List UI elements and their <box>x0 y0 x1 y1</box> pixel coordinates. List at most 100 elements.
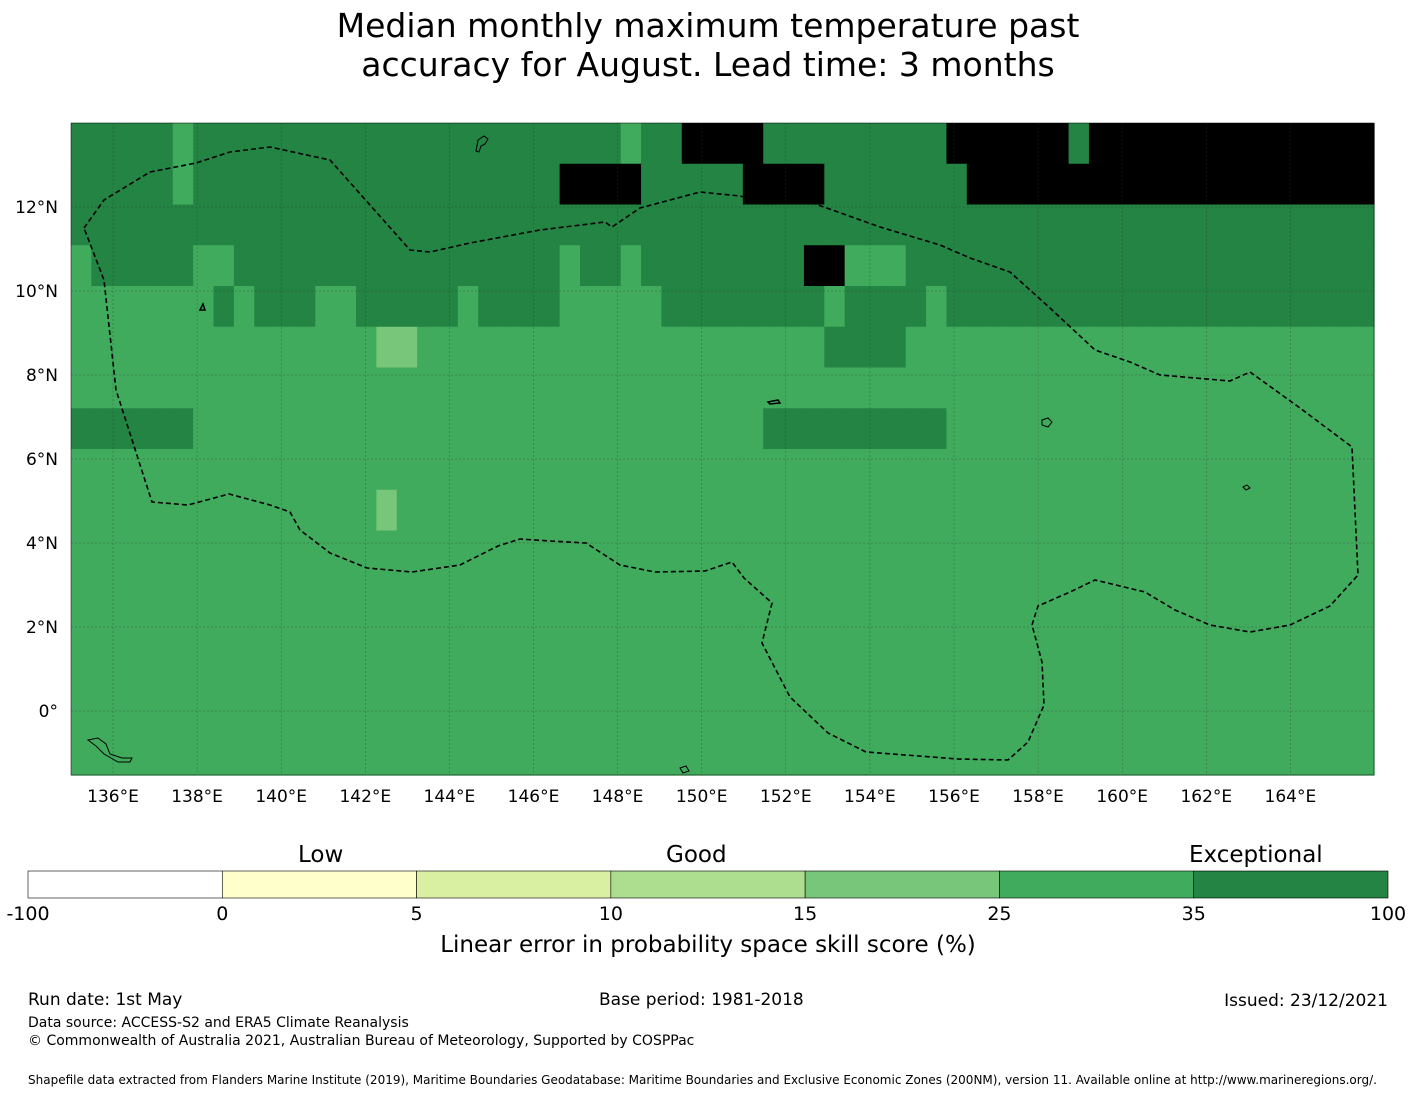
grid-cell <box>661 449 683 491</box>
latitude-labels: 12°N 10°N 8°N 6°N 4°N 2°N 0° <box>15 198 58 722</box>
grid-cell <box>1211 204 1233 246</box>
grid-cell <box>946 489 968 532</box>
grid-cell <box>1129 693 1151 735</box>
grid-cell <box>1231 163 1253 206</box>
grid-cell <box>356 123 377 165</box>
grid-cell <box>539 489 561 532</box>
grid-cell <box>254 326 276 369</box>
grid-cell <box>966 571 988 613</box>
grid-cell <box>966 367 988 409</box>
grid-cell <box>966 163 988 206</box>
grid-cell <box>559 326 581 369</box>
grid-cell <box>294 612 316 654</box>
grid-cell <box>213 652 235 695</box>
grid-cell <box>1150 652 1172 695</box>
grid-cell <box>233 367 255 409</box>
grid-cell <box>1211 571 1233 613</box>
grid-cell <box>213 286 235 328</box>
grid-cell <box>865 571 886 613</box>
grid-cell <box>111 734 133 776</box>
grid-cell <box>356 367 377 409</box>
grid-cell <box>865 530 886 572</box>
lon-label: 156°E <box>928 787 980 807</box>
grid-cell <box>1068 367 1090 409</box>
copyright: © Commonwealth of Australia 2021, Austra… <box>28 1033 695 1049</box>
grid-cell <box>1251 449 1273 491</box>
shapefile-credit: Shapefile data extracted from Flanders M… <box>28 1073 1377 1087</box>
grid-cell <box>1231 571 1253 613</box>
grid-cell <box>1353 652 1375 695</box>
skill-map: 136°E 138°E 140°E 142°E 144°E 146°E 148°E 150°E… <box>15 122 1375 807</box>
grid-cell <box>661 163 683 206</box>
grid-cell <box>376 449 398 491</box>
grid-cell <box>498 367 520 409</box>
grid-cell <box>722 204 744 246</box>
grid-cell <box>1231 693 1253 735</box>
grid-cell <box>132 693 154 735</box>
grid-cell <box>356 408 377 450</box>
grid-cell <box>1068 693 1090 735</box>
grid-cell <box>152 367 174 409</box>
grid-cell <box>579 449 601 491</box>
grid-cell <box>742 326 764 369</box>
grid-cell <box>1292 734 1314 776</box>
data-source: Data source: ACCESS-S2 and ERA5 Climate … <box>28 1015 409 1031</box>
lon-label: 138°E <box>171 787 223 807</box>
grid-cell <box>132 245 154 287</box>
grid-cell <box>885 449 907 491</box>
grid-cell <box>274 123 296 165</box>
grid-cell <box>1312 652 1334 695</box>
grid-cell <box>1251 652 1273 695</box>
grid-cell <box>824 123 846 165</box>
grid-cell <box>763 163 785 206</box>
grid-cell <box>681 530 703 572</box>
grid-cell <box>71 326 92 369</box>
grid-cell <box>233 693 255 735</box>
grid-cell <box>926 489 948 532</box>
grid-cell <box>803 408 825 450</box>
grid-cell <box>1190 408 1212 450</box>
grid-cell <box>376 571 398 613</box>
grid-cell <box>559 286 581 328</box>
grid-cell <box>254 367 276 409</box>
grid-cell <box>844 204 866 246</box>
grid-cell <box>966 612 988 654</box>
grid-cell <box>1190 163 1212 206</box>
grid-cell <box>987 489 1009 532</box>
grid-cell <box>111 489 133 532</box>
grid-cell <box>742 652 764 695</box>
grid-cell <box>1109 204 1131 246</box>
grid-cell <box>1190 449 1212 491</box>
grid-cell <box>1292 367 1314 409</box>
grid-cell <box>803 734 825 776</box>
grid-cell <box>579 734 601 776</box>
grid-cell <box>213 367 235 409</box>
grid-cell <box>498 163 520 206</box>
grid-cell <box>1333 367 1355 409</box>
grid-cell <box>824 652 846 695</box>
grid-cell <box>661 286 683 328</box>
grid-cell <box>803 612 825 654</box>
grid-cell <box>1272 693 1294 735</box>
grid-cell <box>132 734 154 776</box>
grid-cell <box>193 693 215 735</box>
grid-cell <box>111 408 133 450</box>
grid-cell <box>702 286 724 328</box>
grid-cell <box>1109 612 1131 654</box>
grid-cell <box>518 286 540 328</box>
grid-cell <box>1150 489 1172 532</box>
grid-cell <box>803 489 825 532</box>
grid-cell <box>478 652 500 695</box>
grid-cell <box>254 612 276 654</box>
grid-cell <box>1272 449 1294 491</box>
grid-cell <box>803 652 825 695</box>
grid-cell <box>1312 286 1334 328</box>
grid-cell <box>1129 367 1151 409</box>
grid-cell <box>783 693 805 735</box>
grid-cell <box>681 408 703 450</box>
grid-cell <box>1292 123 1314 165</box>
grid-cell <box>1150 449 1172 491</box>
grid-cell <box>437 449 459 491</box>
grid-cell <box>620 245 642 287</box>
grid-cell <box>579 163 601 206</box>
